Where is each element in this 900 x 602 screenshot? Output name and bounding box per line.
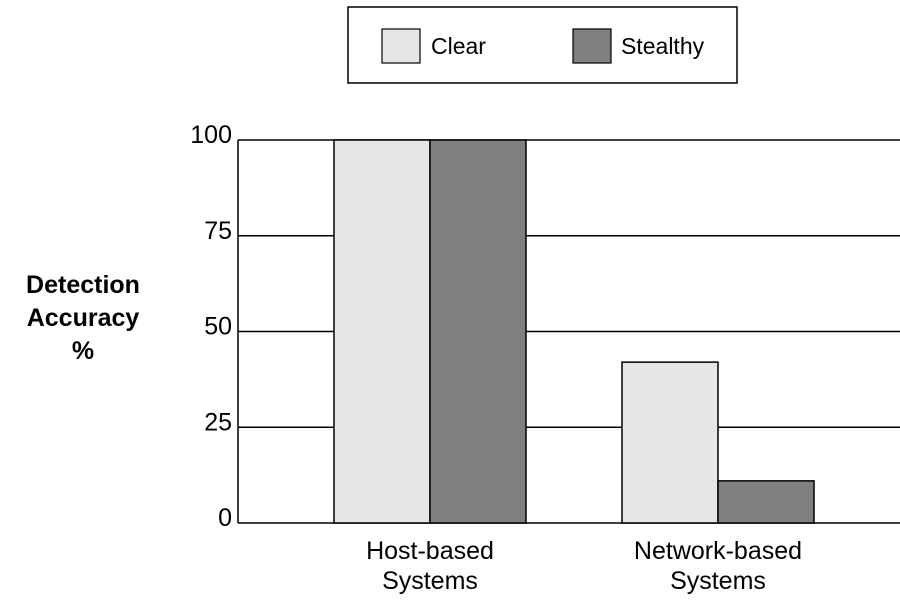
y-tick-label-100: 100 xyxy=(190,121,232,149)
category-label-1-line-1: Systems xyxy=(670,567,766,595)
legend-swatch-stealthy xyxy=(572,28,612,64)
y-tick-label-25: 25 xyxy=(204,408,232,436)
y-tick-label-0: 0 xyxy=(218,504,232,532)
category-label-1-line-0: Network-based xyxy=(634,537,802,565)
y-axis-title-line-2: Accuracy xyxy=(27,304,140,332)
legend-label-stealthy: Stealthy xyxy=(621,33,705,59)
y-tick-label-50: 50 xyxy=(204,313,232,341)
bar-stealthy-1 xyxy=(717,480,815,524)
legend-swatch-clear xyxy=(381,28,421,64)
legend-label-clear: Clear xyxy=(431,33,486,59)
y-axis-title-line-3: % xyxy=(72,337,94,365)
bars xyxy=(333,139,815,524)
y-tick-labels: 0 25 50 75 100 xyxy=(190,121,232,532)
legend: Clear Stealthy xyxy=(347,6,738,84)
y-axis-title-line-1: Detection xyxy=(26,271,140,299)
category-label-0-line-0: Host-based xyxy=(366,537,494,565)
category-label-0-line-1: Systems xyxy=(382,567,478,595)
bar-clear-1 xyxy=(621,361,719,524)
bar-clear-0 xyxy=(333,139,431,524)
bar-stealthy-0 xyxy=(429,139,527,524)
y-tick-label-75: 75 xyxy=(204,217,232,245)
y-axis-title: Detection Accuracy % xyxy=(26,271,140,365)
